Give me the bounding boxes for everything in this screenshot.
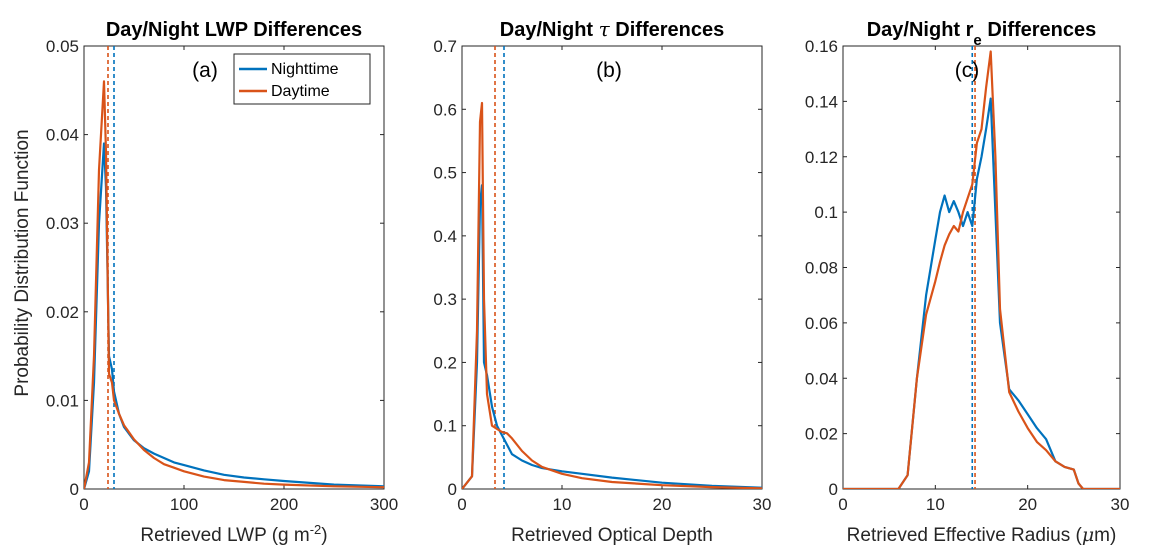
y-tick-label: 0: [829, 480, 838, 499]
axes-box: [83, 45, 385, 490]
series-line-nighttime: [462, 184, 762, 489]
y-tick-label: 0.7: [433, 37, 457, 56]
y-tick-label: 0: [70, 480, 79, 499]
x-tick-label: 30: [753, 495, 772, 514]
x-tick-label: 20: [1018, 495, 1037, 514]
y-tick-label: 0.04: [805, 369, 838, 388]
panel-label: (c): [955, 59, 980, 82]
x-tick-label: 10: [553, 495, 572, 514]
y-tick-label: 0.16: [805, 37, 838, 56]
y-tick-label: 0.03: [46, 214, 79, 233]
y-tick-label: 0.2: [433, 353, 457, 372]
y-tick-label: 0.08: [805, 259, 838, 278]
panel-label: (a): [192, 59, 218, 82]
legend-entry-nighttime: Nighttime: [271, 61, 339, 78]
y-tick-label: 0: [448, 480, 457, 499]
y-tick-label: 0.5: [433, 164, 457, 183]
panel-label: (b): [596, 59, 622, 82]
x-tick-label: 0: [79, 495, 88, 514]
y-tick-label: 0.04: [46, 126, 79, 145]
y-tick-label: 0.4: [433, 227, 457, 246]
x-tick-label: 100: [170, 495, 198, 514]
legend-entry-daytime: Daytime: [271, 83, 330, 100]
x-tick-label: 300: [370, 495, 398, 514]
x-axis-label: Retrieved LWP (g m-2): [140, 522, 327, 547]
axes-box: [461, 45, 763, 490]
series-line-daytime: [84, 80, 384, 489]
y-tick-label: 0.02: [46, 303, 79, 322]
y-tick-label: 0.06: [805, 314, 838, 333]
panel-0: 0 100 200 300 0 0.01 0.02 0.03 0.04 0.05 Day/Night…: [46, 19, 398, 546]
panel-2: 0 10 20 30 0 0.02 0.04 0.06 0.08 0.1 0.12 0.14 0.16 D…: [805, 19, 1130, 546]
y-tick-label: 0.1: [433, 417, 457, 436]
x-tick-label: 0: [457, 495, 466, 514]
chart-title: Day/Night LWP Differences: [106, 19, 362, 41]
y-tick-label: 0.01: [46, 391, 79, 410]
y-tick-label: 0.12: [805, 148, 838, 167]
y-tick-label: 0.3: [433, 290, 457, 309]
y-tick-label: 0.6: [433, 100, 457, 119]
x-tick-label: 0: [838, 495, 847, 514]
series-line-daytime: [462, 101, 762, 489]
axes-box: [842, 45, 1121, 490]
legend-box: [233, 53, 371, 105]
x-axis-label: Retrieved Effective Radius (μm): [847, 524, 1117, 546]
x-tick-label: 20: [653, 495, 672, 514]
y-tick-label: 0.02: [805, 425, 838, 444]
chart-title: Day/Night τ Differences: [500, 17, 724, 41]
series-line-daytime: [843, 50, 1120, 489]
x-tick-label: 200: [270, 495, 298, 514]
chart-title: Day/Night re Differences: [867, 19, 1097, 49]
series-line-nighttime: [84, 142, 384, 489]
y-tick-label: 0.05: [46, 37, 79, 56]
y-axis-label: Probability Distribution Function: [12, 129, 33, 396]
y-tick-label: 0.1: [814, 203, 838, 222]
series-line-nighttime: [843, 97, 1120, 489]
x-axis-label: Retrieved Optical Depth: [511, 525, 713, 546]
y-tick-label: 0.14: [805, 92, 838, 111]
x-tick-label: 10: [926, 495, 945, 514]
panel-1: 0 10 20 30 0 0.1 0.2 0.3 0.4 0.5 0.6 0.7 Day/Night τ…: [433, 17, 771, 546]
x-tick-label: 30: [1111, 495, 1130, 514]
